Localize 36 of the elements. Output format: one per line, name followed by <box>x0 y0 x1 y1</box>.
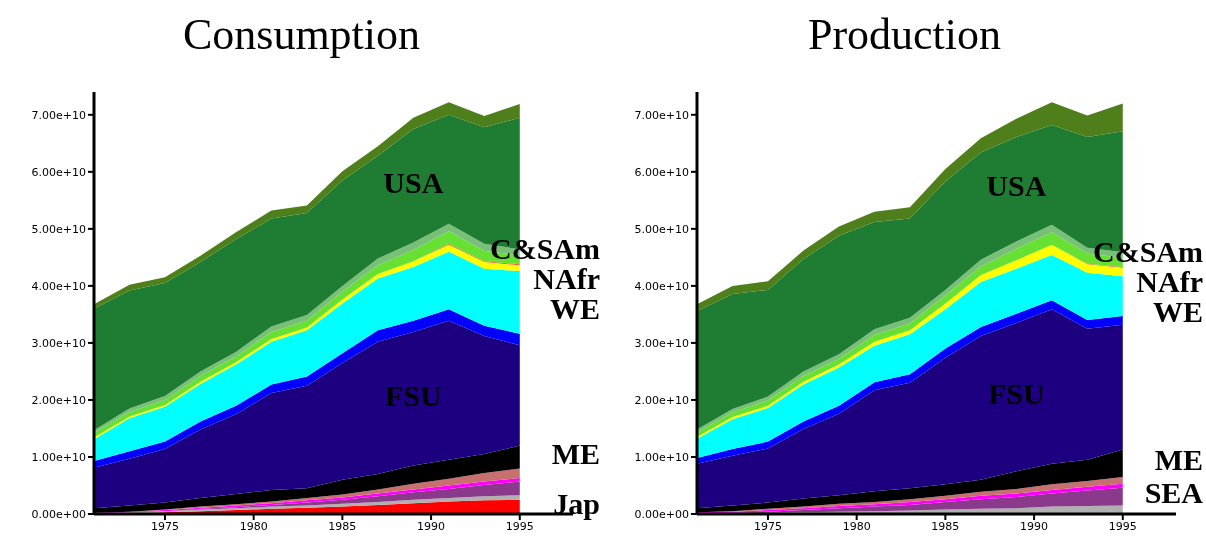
y-tick-label: 2.00e+10 <box>31 393 86 407</box>
y-tick-label: 2.00e+10 <box>634 393 689 407</box>
y-tick-label: 6.00e+10 <box>31 165 86 179</box>
y-tick-label: 0.00e+00 <box>634 507 689 521</box>
y-tick-label: 3.00e+10 <box>634 336 689 350</box>
y-tick-label: 3.00e+10 <box>31 336 86 350</box>
y-tick-label: 5.00e+10 <box>31 222 86 236</box>
x-tick-label: 1985 <box>931 519 960 533</box>
series-label: FSU <box>987 376 1045 410</box>
y-tick-label: 6.00e+10 <box>634 165 689 179</box>
chart-title: Consumption <box>181 9 422 61</box>
y-tick-label: 0.00e+00 <box>31 507 86 521</box>
y-tick-label: 5.00e+10 <box>634 222 689 236</box>
series-label: USA <box>383 165 444 199</box>
y-tick-label: 7.00e+10 <box>31 108 86 122</box>
x-tick-label: 1975 <box>150 519 179 533</box>
chart-title: Production <box>806 9 1003 61</box>
x-tick-label: 1995 <box>1108 519 1137 533</box>
x-tick-label: 1990 <box>417 519 446 533</box>
x-tick-label: 1980 <box>239 519 268 533</box>
y-tick-label: 1.00e+10 <box>31 450 86 464</box>
x-tick-label: 1995 <box>505 519 534 533</box>
y-tick-label: 1.00e+10 <box>634 450 689 464</box>
x-tick-label: 1980 <box>842 519 871 533</box>
series-label: ME <box>551 436 600 470</box>
y-tick-label: 4.00e+10 <box>634 279 689 293</box>
series-label: FSU <box>384 378 442 412</box>
y-tick-label: 4.00e+10 <box>31 279 86 293</box>
series-label: Jap <box>553 486 600 520</box>
y-tick-label: 7.00e+10 <box>634 108 689 122</box>
x-tick-label: 1990 <box>1020 519 1049 533</box>
x-tick-label: 1985 <box>328 519 357 533</box>
series-label: USA <box>986 169 1047 203</box>
series-label: SEA <box>1144 476 1204 510</box>
x-tick-label: 1975 <box>753 519 782 533</box>
series-label: ME <box>1154 443 1203 477</box>
